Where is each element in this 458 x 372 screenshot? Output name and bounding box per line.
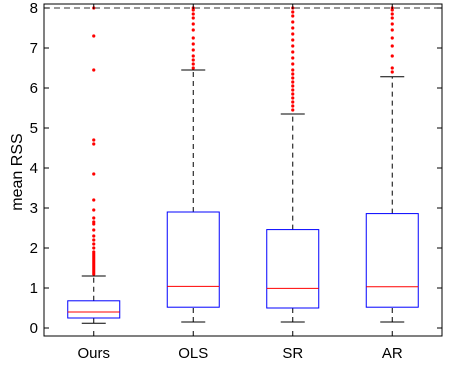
iqr-box <box>67 300 121 319</box>
outlier-point <box>291 84 295 88</box>
outlier-point <box>191 62 195 66</box>
outlier-point <box>291 96 295 100</box>
outlier-point <box>291 50 295 54</box>
x-category-label: SR <box>282 345 303 362</box>
outlier-point <box>92 234 96 238</box>
outlier-point <box>291 44 295 48</box>
outlier-point <box>92 216 96 220</box>
box-group-sr <box>266 6 320 323</box>
outlier-point <box>291 68 295 72</box>
iqr-box <box>166 211 220 308</box>
outlier-point <box>390 16 394 20</box>
outlier-point <box>291 26 295 30</box>
y-tick-label: 0 <box>30 320 38 337</box>
outlier-point <box>291 80 295 84</box>
outlier-point <box>92 246 96 250</box>
outlier-point <box>291 32 295 36</box>
outlier-point <box>191 12 195 16</box>
outlier-point <box>291 38 295 42</box>
outlier-point <box>191 58 195 62</box>
x-category-label: AR <box>382 345 403 362</box>
outlier-point <box>291 104 295 108</box>
outlier-point <box>191 54 195 58</box>
outlier-point <box>92 242 96 246</box>
outlier-point <box>191 28 195 32</box>
outlier-point <box>291 88 295 92</box>
outlier-point <box>92 34 96 38</box>
outlier-point <box>291 72 295 76</box>
boxes-layer <box>67 6 419 324</box>
outlier-point <box>92 238 96 242</box>
outlier-point <box>390 28 394 32</box>
y-tick-label: 5 <box>30 120 38 137</box>
outlier-point <box>390 12 394 16</box>
iqr-box <box>266 229 320 309</box>
outlier-point <box>291 20 295 24</box>
outlier-point <box>390 22 394 26</box>
y-axis-title: mean RSS <box>9 133 26 210</box>
box-group-ours <box>67 6 121 324</box>
outlier-point <box>291 10 295 14</box>
box-group-ar <box>365 6 419 323</box>
outlier-point <box>92 220 96 224</box>
outlier-point <box>390 44 394 48</box>
outlier-point <box>291 92 295 96</box>
outlier-point <box>191 36 195 40</box>
outlier-point <box>291 76 295 80</box>
outlier-point <box>191 66 195 70</box>
outlier-point <box>191 22 195 26</box>
outlier-point <box>92 68 96 72</box>
outlier-point <box>291 62 295 66</box>
outlier-point <box>390 66 394 70</box>
outlier-point <box>92 172 96 176</box>
box-group-ols <box>166 6 220 323</box>
y-tick-label: 4 <box>30 160 38 177</box>
outlier-point <box>390 70 394 74</box>
outlier-point <box>92 208 96 212</box>
y-tick-label: 1 <box>30 280 38 297</box>
y-tick-label: 7 <box>30 40 38 57</box>
outlier-point <box>92 138 96 142</box>
outlier-point <box>92 142 96 146</box>
y-tick-label: 6 <box>30 80 38 97</box>
outlier-point <box>390 54 394 58</box>
outlier-point <box>191 42 195 46</box>
y-tick-label: 2 <box>30 240 38 257</box>
outlier-point <box>291 100 295 104</box>
outlier-point <box>191 48 195 52</box>
axes-layer: 0 1 2 3 4 5 6 7 8 Ours OLS SR AR <box>30 0 443 362</box>
outlier-point <box>390 36 394 40</box>
outlier-point <box>92 250 96 254</box>
outlier-point <box>92 198 96 202</box>
outlier-point <box>291 108 295 112</box>
outlier-point <box>291 14 295 18</box>
outlier-point <box>191 16 195 20</box>
plot-frame <box>43 3 443 337</box>
x-category-label: OLS <box>178 345 208 362</box>
outlier-point <box>92 228 96 232</box>
y-tick-label: 3 <box>30 200 38 217</box>
outlier-point <box>291 56 295 60</box>
x-category-label: Ours <box>77 345 110 362</box>
y-tick-label: 8 <box>30 0 38 17</box>
iqr-box <box>365 213 419 308</box>
